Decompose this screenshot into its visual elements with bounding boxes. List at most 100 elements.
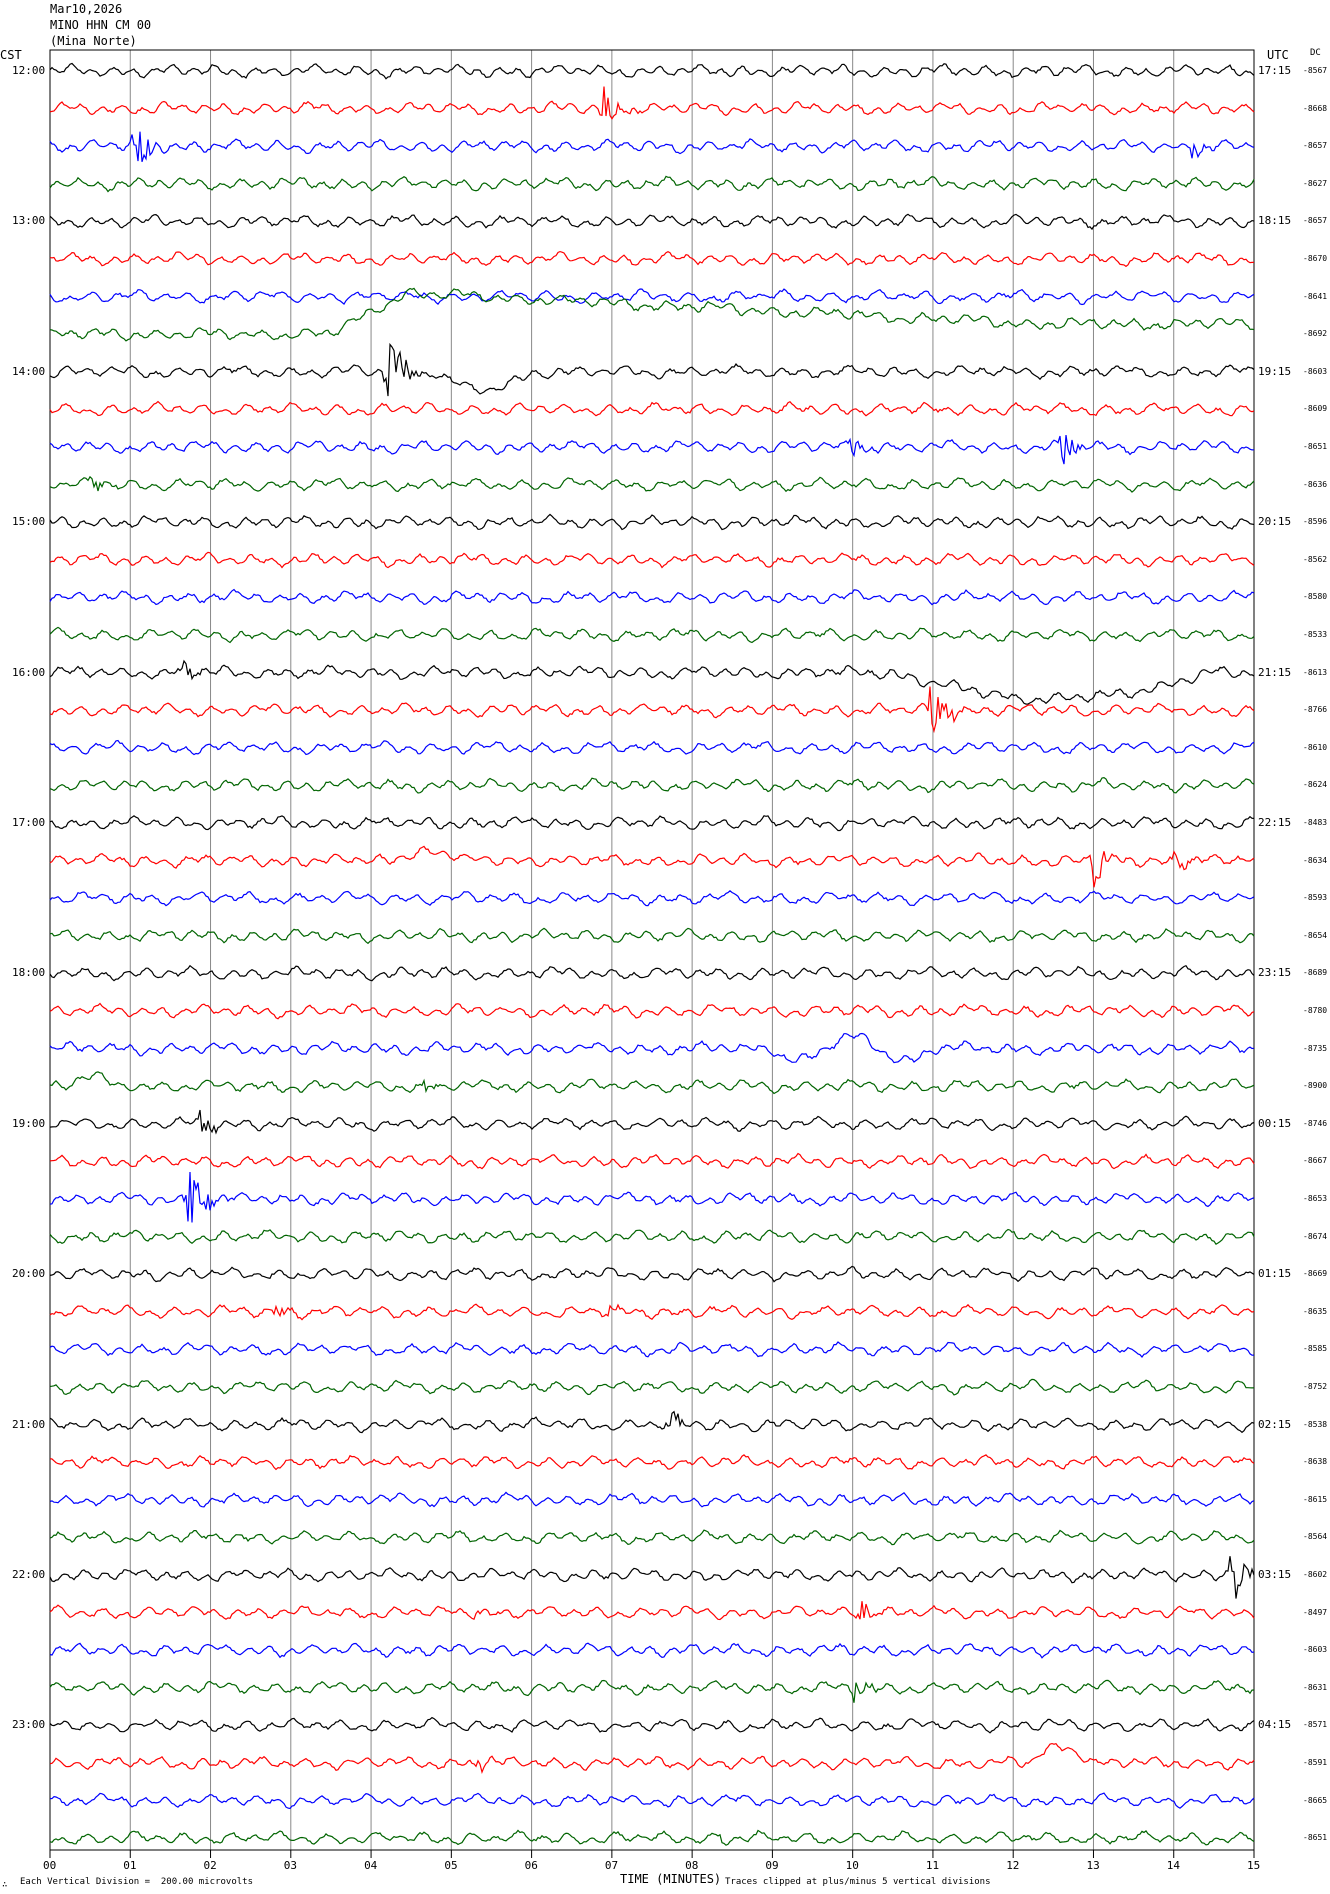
dc-value-label: -8603 <box>1303 1645 1328 1655</box>
dc-value-label: -8634 <box>1303 855 1328 865</box>
trace-22 <box>49 890 1255 907</box>
trace-17 <box>49 686 1255 734</box>
right-time-label: 23:15 <box>1258 966 1292 980</box>
trace-3 <box>49 175 1255 193</box>
trace-46 <box>49 1792 1255 1810</box>
trace-38 <box>49 1491 1255 1508</box>
trace-6 <box>49 288 1255 306</box>
dc-value-label: -8667 <box>1303 1156 1328 1166</box>
x-tick-label-06: 06 <box>524 1859 538 1872</box>
trace-35 <box>49 1378 1255 1396</box>
left-time-label: 21:00 <box>12 1417 46 1431</box>
dc-value-label: -8564 <box>1303 1532 1328 1542</box>
trace-9 <box>49 400 1255 417</box>
trace-41 <box>49 1601 1255 1621</box>
trace-28 <box>49 1109 1255 1135</box>
x-tick-label-02: 02 <box>203 1859 217 1872</box>
dc-value-label: -8674 <box>1303 1231 1328 1241</box>
dc-value-label: -8653 <box>1303 1194 1328 1203</box>
header-location: (Mina Norte) <box>50 34 137 48</box>
trace-32 <box>49 1265 1255 1283</box>
left-time-label: 14:00 <box>12 364 46 378</box>
x-tick-label-03: 03 <box>283 1859 298 1872</box>
trace-19 <box>49 776 1255 794</box>
right-time-label: 22:15 <box>1258 816 1292 829</box>
dc-value-label: -8636 <box>1303 479 1328 489</box>
trace-11 <box>49 475 1255 493</box>
dc-value-label: -8562 <box>1303 554 1328 564</box>
left-time-label: 23:00 <box>12 1718 46 1732</box>
right-time-label: 21:15 <box>1258 665 1292 679</box>
dc-value-label: -8497 <box>1303 1607 1328 1617</box>
dc-value-label: -8602 <box>1303 1570 1328 1579</box>
dc-value-label: -8613 <box>1303 667 1328 677</box>
right-time-label: 00:15 <box>1258 1116 1292 1130</box>
trace-31 <box>49 1228 1255 1246</box>
trace-15 <box>49 626 1255 644</box>
dc-value-label: -8651 <box>1303 442 1328 451</box>
dc-value-label: -8692 <box>1303 329 1328 339</box>
trace-26 <box>49 1032 1255 1064</box>
dc-value-label: -8635 <box>1303 1306 1328 1316</box>
trace-7 <box>49 287 1255 342</box>
trace-13 <box>49 551 1255 569</box>
trace-8 <box>49 342 1255 397</box>
trace-4 <box>49 213 1255 231</box>
dc-value-label: -8665 <box>1303 1795 1328 1805</box>
x-tick-label-08: 08 <box>685 1859 699 1872</box>
trace-16 <box>49 659 1255 705</box>
dc-value-label: -8641 <box>1303 291 1328 301</box>
trace-43 <box>49 1679 1255 1703</box>
left-time-label: 20:00 <box>12 1267 46 1281</box>
x-tick-label-15: 15 <box>1247 1859 1261 1872</box>
x-tick-label-04: 04 <box>364 1859 378 1872</box>
left-time-label: 22:00 <box>12 1568 46 1581</box>
dc-value-label: -8533 <box>1303 630 1328 639</box>
trace-34 <box>49 1341 1255 1358</box>
right-time-label: 19:15 <box>1258 364 1292 378</box>
trace-1 <box>49 86 1255 120</box>
right-time-label: 18:15 <box>1258 214 1292 228</box>
x-axis-label: TIME (MINUTES) <box>620 1872 722 1886</box>
dc-value-label: -8670 <box>1303 254 1328 263</box>
dc-value-label: -8591 <box>1303 1758 1328 1767</box>
x-tick-label-07: 07 <box>604 1859 619 1872</box>
dc-value-label: -8571 <box>1303 1720 1328 1730</box>
trace-2 <box>49 131 1255 162</box>
clip-note: Traces clipped at plus/minus 5 vertical … <box>725 1877 991 1887</box>
dc-value-label: -8596 <box>1303 517 1328 527</box>
trace-10 <box>49 435 1255 465</box>
left-time-label: 15:00 <box>12 515 46 529</box>
x-tick-label-00: 00 <box>43 1859 57 1872</box>
trace-12 <box>49 513 1255 531</box>
dc-value-label: -8603 <box>1303 366 1328 376</box>
dc-value-label: -8624 <box>1303 780 1328 790</box>
x-tick-label-01: 01 <box>123 1859 137 1872</box>
dc-value-label: -8735 <box>1303 1043 1328 1053</box>
trace-27 <box>49 1071 1255 1095</box>
dc-value-label: -8580 <box>1303 592 1328 602</box>
dc-value-label: -8657 <box>1303 216 1328 226</box>
x-tick-label-12: 12 <box>1006 1859 1020 1872</box>
trace-42 <box>49 1642 1255 1659</box>
trace-24 <box>49 964 1255 982</box>
left-time-label: 12:00 <box>12 64 46 77</box>
trace-group <box>49 62 1255 1846</box>
dc-value-label: -8654 <box>1303 930 1328 940</box>
trace-40 <box>49 1556 1255 1599</box>
left-time-label: 19:00 <box>12 1116 46 1130</box>
trace-47 <box>49 1829 1255 1846</box>
trace-30 <box>49 1171 1255 1223</box>
trace-14 <box>49 588 1255 606</box>
right-time-label: 02:15 <box>1258 1417 1292 1431</box>
left-axis-label: CST <box>0 48 22 62</box>
left-time-label: 13:00 <box>12 214 46 228</box>
trace-39 <box>49 1529 1255 1546</box>
dc-value-label: -8638 <box>1303 1457 1328 1467</box>
trace-5 <box>49 250 1255 268</box>
scale-note: Each Vertical Division = 200.00 microvol… <box>20 1877 253 1887</box>
x-tick-label-05: 05 <box>444 1859 458 1872</box>
trace-33 <box>49 1303 1255 1321</box>
corner-mark: ∴ <box>2 1880 8 1890</box>
